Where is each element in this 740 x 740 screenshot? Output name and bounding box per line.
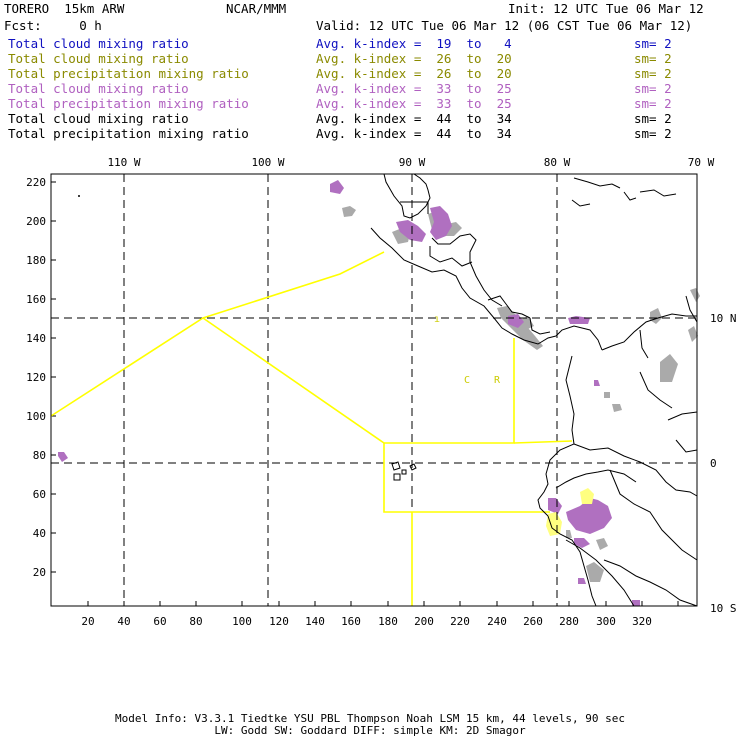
- y-tick-label: 120: [26, 371, 46, 384]
- legend-stat: Avg. k-index = 44 to 34: [316, 126, 512, 141]
- legend-sm: sm= 2: [634, 96, 672, 111]
- x-tick-label: 40: [117, 615, 130, 628]
- lat-label: 10 S: [710, 602, 737, 615]
- lat-label: 0: [710, 457, 717, 470]
- legend-field: Total precipitation mixing ratio: [8, 66, 249, 81]
- x-tick-label: 160: [341, 615, 361, 628]
- y-tick-label: 40: [33, 527, 46, 540]
- model-info-line2: LW: Godd SW: Goddard DIFF: simple KM: 2D…: [214, 724, 526, 737]
- x-tick-label: 100: [232, 615, 252, 628]
- legend-row: Total precipitation mixing ratio Avg. k-…: [0, 96, 740, 111]
- y-tick-label: 200: [26, 215, 46, 228]
- x-tick-label: 140: [305, 615, 325, 628]
- x-axis: 20 40 60 80 100 120 140 160 180 200 220 …: [81, 615, 652, 628]
- y-tick-label: 160: [26, 293, 46, 306]
- y-tick-label: 140: [26, 332, 46, 345]
- model-title: TORERO 15km ARW: [4, 1, 125, 16]
- legend-stat: Avg. k-index = 33 to 25: [316, 96, 512, 111]
- y-tick-label: 180: [26, 254, 46, 267]
- legend-field: Total precipitation mixing ratio: [8, 126, 249, 141]
- legend-sm: sm= 2: [634, 36, 672, 51]
- legend-stat: Avg. k-index = 26 to 20: [316, 66, 512, 81]
- lon-label: 80 W: [544, 156, 571, 169]
- legend-field: Total cloud mixing ratio: [8, 81, 189, 96]
- lon-label: 100 W: [251, 156, 284, 169]
- cloud-shading-yellow: [546, 488, 594, 536]
- cloud-shading-purple: [58, 180, 640, 606]
- legend-stat: Avg. k-index = 19 to 4: [316, 36, 512, 51]
- y-tick-label: 100: [26, 410, 46, 423]
- legend-stat: Avg. k-index = 44 to 34: [316, 111, 512, 126]
- legend-stat: Avg. k-index = 26 to 20: [316, 51, 512, 66]
- x-tick-label: 260: [523, 615, 543, 628]
- region-boundaries: [50, 251, 573, 606]
- region-marker: ı: [434, 314, 440, 325]
- y-tick-label: 220: [26, 176, 46, 189]
- model-info-line1: Model Info: V3.3.1 Tiedtke YSU PBL Thomp…: [115, 712, 625, 725]
- x-tick-label: 300: [596, 615, 616, 628]
- legend-stat: Avg. k-index = 33 to 25: [316, 81, 512, 96]
- x-tick-label: 60: [153, 615, 166, 628]
- legend-field: Total cloud mixing ratio: [8, 111, 189, 126]
- legend-sm: sm= 2: [634, 111, 672, 126]
- legend-row: Total cloud mixing ratio Avg. k-index = …: [0, 81, 740, 96]
- y-tick-label: 20: [33, 566, 46, 579]
- x-tick-label: 280: [559, 615, 579, 628]
- legend-sm: sm= 2: [634, 66, 672, 81]
- lon-label: 110 W: [107, 156, 140, 169]
- legend-row: Total precipitation mixing ratio Avg. k-…: [0, 126, 740, 141]
- lat-lon-grid: [51, 174, 697, 606]
- x-tick-label: 180: [378, 615, 398, 628]
- org-label: NCAR/MMM: [226, 1, 287, 16]
- valid-time: Valid: 12 UTC Tue 06 Mar 12 (06 CST Tue …: [316, 18, 693, 33]
- legend-row: Total precipitation mixing ratio Avg. k-…: [0, 66, 740, 81]
- coastlines: [370, 173, 698, 607]
- region-label: R: [494, 375, 501, 386]
- x-tick-label: 120: [269, 615, 289, 628]
- x-tick-label: 20: [81, 615, 94, 628]
- legend-row: Total cloud mixing ratio Avg. k-index = …: [0, 111, 740, 126]
- tick-marks: [51, 181, 679, 606]
- legend-sm: sm= 2: [634, 126, 672, 141]
- x-tick-label: 320: [632, 615, 652, 628]
- x-tick-label: 200: [414, 615, 434, 628]
- map-frame: [50, 173, 698, 607]
- y-tick-label: 60: [33, 488, 46, 501]
- legend-sm: sm= 2: [634, 81, 672, 96]
- legend-field: Total cloud mixing ratio: [8, 36, 189, 51]
- x-tick-label: 240: [487, 615, 507, 628]
- legend-field: Total cloud mixing ratio: [8, 51, 189, 66]
- lat-label: 10 N: [710, 312, 737, 325]
- legend-row: Total cloud mixing ratio Avg. k-index = …: [0, 51, 740, 66]
- legend-field: Total precipitation mixing ratio: [8, 96, 249, 111]
- cloud-shading-gray: [342, 206, 700, 582]
- x-tick-label: 80: [189, 615, 202, 628]
- region-label: C: [464, 375, 470, 386]
- y-tick-label: 80: [33, 449, 46, 462]
- legend-sm: sm= 2: [634, 51, 672, 66]
- lon-label: 90 W: [399, 156, 426, 169]
- x-tick-label: 220: [450, 615, 470, 628]
- y-axis: 20 40 60 80 100 120 140 160 180 200 220: [26, 176, 46, 579]
- init-time: Init: 12 UTC Tue 06 Mar 12: [508, 1, 704, 16]
- forecast-hour: Fcst: 0 h: [4, 18, 102, 33]
- lon-label: 70 W: [688, 156, 715, 169]
- legend-row: Total cloud mixing ratio Avg. k-index = …: [0, 36, 740, 51]
